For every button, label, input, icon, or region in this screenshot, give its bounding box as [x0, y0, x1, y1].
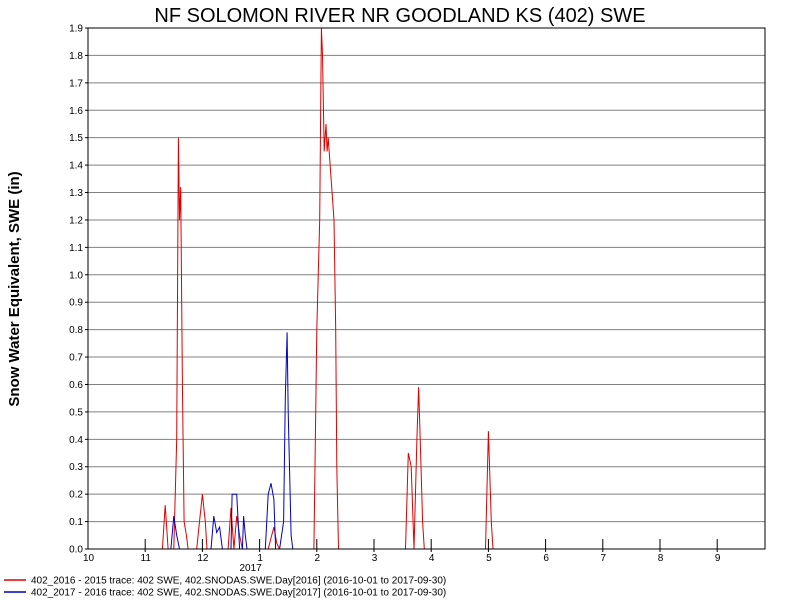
legend-label-1: 402_2016 - 2015 trace: 402 SWE, 402.SNOD… [31, 576, 446, 587]
chart-title: NF SOLOMON RIVER NR GOODLAND KS (402) SW… [154, 5, 645, 27]
y-tick-label: 1.3 [69, 188, 83, 199]
series-lines [161, 27, 494, 550]
x-tick-label: 2 [315, 553, 321, 564]
x-tick-label: 1 [257, 553, 263, 564]
x-tick-label: 9 [715, 553, 721, 564]
legend-label-2: 402_2017 - 2016 trace: 402 SWE, 402.SNOD… [31, 588, 446, 599]
grid-lines [88, 27, 765, 523]
x-tick-label: 10 [83, 553, 95, 564]
y-axis-label: Snow Water Equivalent, SWE (in) [6, 171, 23, 406]
y-tick-label: 0.1 [69, 517, 83, 528]
y-tick-label: 0.3 [69, 462, 83, 473]
x-tick-label: 4 [429, 553, 435, 564]
y-tick-label: 0.0 [69, 545, 83, 556]
x-tick-label: 5 [486, 553, 492, 564]
plot-frame [87, 27, 766, 550]
y-tick-label: 1.5 [69, 133, 83, 144]
y-tick-label: 0.4 [69, 435, 83, 446]
y-tick-label: 1.7 [69, 78, 83, 89]
y-tick-label: 1.2 [69, 215, 83, 226]
y-axis-ticks: 0.0 0.1 0.2 0.3 0.4 0.5 0.6 0.7 0.8 0.9 1.0 1.1 1.2 1… [69, 24, 88, 556]
series-line-1 [161, 27, 494, 550]
y-tick-label: 0.2 [69, 490, 83, 501]
legend: 402_2016 - 2015 trace: 402 SWE, 402.SNOD… [4, 576, 446, 599]
x-tick-label: 8 [658, 553, 664, 564]
y-tick-label: 1.6 [69, 106, 83, 117]
x-tick-label: 6 [543, 553, 549, 564]
y-tick-label: 1.9 [69, 24, 83, 35]
y-tick-label: 1.4 [69, 161, 83, 172]
x-tick-label: 3 [372, 553, 378, 564]
y-tick-label: 0.5 [69, 407, 83, 418]
x-tick-label: 11 [141, 553, 152, 564]
y-tick-label: 0.8 [69, 325, 83, 336]
y-tick-label: 1.1 [69, 243, 83, 254]
x-year-label: 2017 [239, 563, 262, 574]
y-tick-label: 1.0 [69, 270, 83, 281]
y-tick-label: 0.7 [69, 353, 83, 364]
y-tick-label: 0.6 [69, 380, 83, 391]
x-tick-label: 12 [197, 553, 209, 564]
x-tick-label: 7 [601, 553, 607, 564]
y-tick-label: 1.8 [69, 51, 83, 62]
series-line-2 [170, 332, 294, 550]
y-tick-label: 0.9 [69, 298, 83, 309]
